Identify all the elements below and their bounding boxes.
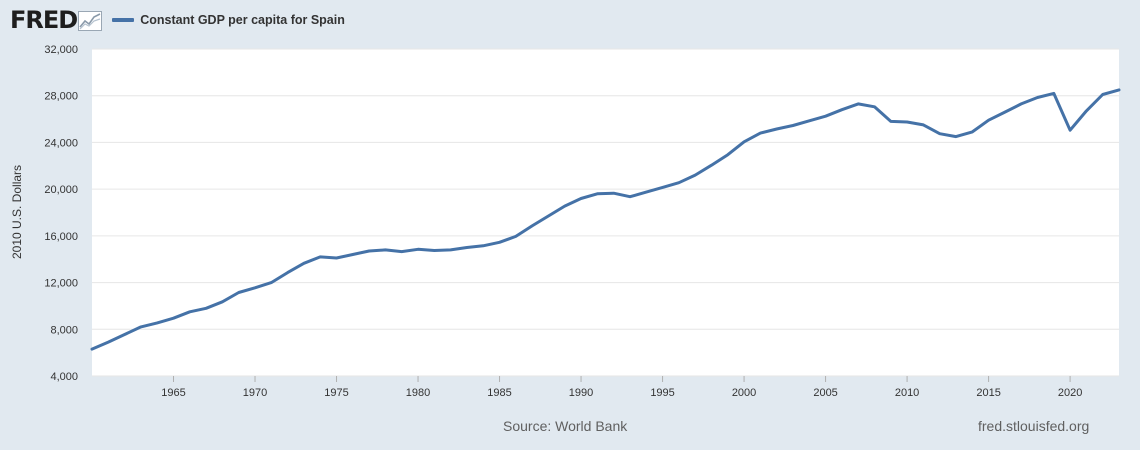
x-tick-label: 1975 bbox=[324, 387, 348, 399]
x-tick-label: 1995 bbox=[650, 387, 674, 399]
y-tick-label: 4,000 bbox=[50, 371, 78, 383]
x-tick-label: 2000 bbox=[732, 387, 756, 399]
x-tick-label: 1965 bbox=[161, 387, 185, 399]
x-axis-ticks: 1965 1970 1975 1980 1985 1990 1995 2000 2005 2010… bbox=[161, 376, 1082, 399]
fred-logo[interactable]: FRED bbox=[10, 6, 103, 34]
chart-legend: Constant GDP per capita for Spain bbox=[112, 13, 345, 27]
logo-text: FRED bbox=[10, 6, 78, 34]
y-axis-ticks: 4,000 8,000 12,000 16,000 20,000 24,000 28,000… bbox=[44, 44, 78, 383]
x-tick-label: 1980 bbox=[406, 387, 430, 399]
chart-line-icon bbox=[78, 11, 103, 31]
x-tick-label: 1985 bbox=[487, 387, 511, 399]
y-tick-label: 20,000 bbox=[44, 184, 78, 196]
y-tick-label: 32,000 bbox=[44, 44, 78, 56]
y-tick-label: 16,000 bbox=[44, 231, 78, 243]
y-tick-label: 12,000 bbox=[44, 278, 78, 290]
x-tick-label: 2005 bbox=[813, 387, 837, 399]
legend-swatch bbox=[112, 18, 135, 22]
gridlines bbox=[92, 48, 1119, 377]
legend-label: Constant GDP per capita for Spain bbox=[140, 13, 345, 27]
series-line bbox=[90, 88, 1121, 351]
y-tick-label: 28,000 bbox=[44, 91, 78, 103]
x-tick-label: 1990 bbox=[569, 387, 593, 399]
chart-header: FRED Constant GDP per capita for Spain bbox=[10, 6, 345, 34]
x-tick-label: 2015 bbox=[976, 387, 1000, 399]
x-tick-label: 2020 bbox=[1058, 387, 1082, 399]
y-axis-label: 2010 U.S. Dollars bbox=[10, 165, 24, 259]
plot-area bbox=[92, 49, 1119, 376]
source-text: Source: World Bank bbox=[503, 418, 628, 434]
y-tick-label: 8,000 bbox=[50, 324, 78, 336]
x-tick-label: 2010 bbox=[895, 387, 919, 399]
y-tick-label: 24,000 bbox=[44, 137, 78, 149]
site-link[interactable]: fred.stlouisfed.org bbox=[978, 418, 1090, 434]
x-tick-label: 1970 bbox=[243, 387, 267, 399]
